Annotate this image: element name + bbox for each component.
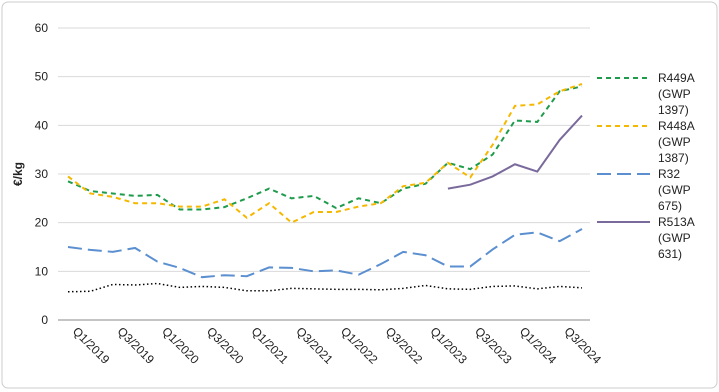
series-line: [67, 85, 583, 211]
x-tick-label: Q3/2021: [293, 324, 336, 367]
x-tick-label: Q3/2020: [204, 324, 247, 367]
legend-label: R449A (GWP 1397): [658, 71, 695, 117]
y-tick-label: 40: [35, 118, 49, 132]
x-tick-label: Q3/2023: [472, 324, 515, 367]
y-axis-label: €/kg: [11, 162, 25, 186]
x-tick-label: Q3/2019: [115, 324, 158, 367]
legend-label: R448A (GWP 1387): [658, 119, 695, 165]
x-tick-label: Q1/2021: [249, 324, 292, 367]
legend-label: R513A (GWP 631): [658, 215, 695, 261]
y-tick-label: 30: [35, 167, 49, 181]
x-tick-label: Q3/2022: [383, 324, 426, 367]
x-tick-label: Q1/2024: [517, 324, 560, 367]
x-tick-label: Q1/2020: [159, 324, 202, 367]
y-tick-label: 20: [35, 216, 49, 230]
series-line: [447, 114, 583, 190]
legend-label: R32 (GWP 675): [658, 167, 691, 213]
x-tick-label: Q1/2019: [70, 324, 113, 367]
x-tick-label: Q1/2022: [338, 324, 381, 367]
x-tick-label: Q1/2023: [427, 324, 470, 367]
series-line: [67, 83, 583, 224]
y-tick-label: 50: [35, 70, 49, 84]
y-tick-label: 0: [41, 313, 48, 327]
x-tick-label: Q3/2024: [562, 324, 605, 367]
series-line: [67, 228, 583, 279]
y-tick-label: 10: [35, 264, 49, 278]
series-line: [67, 282, 583, 293]
y-tick-label: 60: [35, 21, 49, 35]
